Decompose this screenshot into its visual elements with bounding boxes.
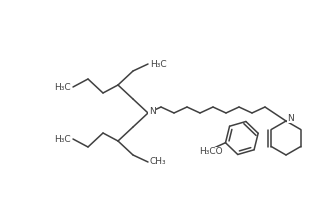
Text: H₃C: H₃C xyxy=(54,83,71,92)
Text: N: N xyxy=(149,107,155,116)
Text: H₃C: H₃C xyxy=(54,135,71,144)
Text: N: N xyxy=(288,113,294,122)
Text: CH₃: CH₃ xyxy=(150,158,167,166)
Text: H₃C: H₃C xyxy=(150,59,167,68)
Text: H₃CO: H₃CO xyxy=(199,147,222,156)
